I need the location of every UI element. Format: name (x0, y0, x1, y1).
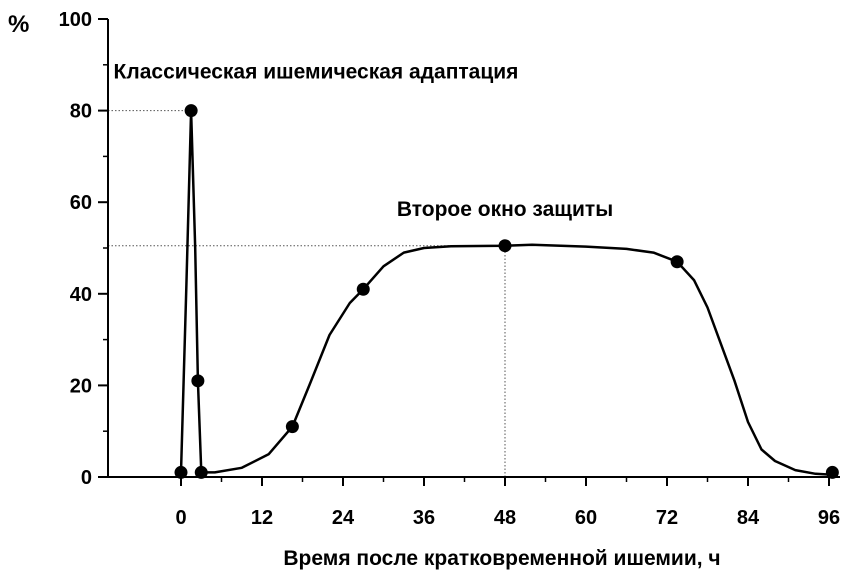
annotation-1: Второе окно защиты (397, 198, 613, 221)
x-tick-label-12: 12 (251, 507, 273, 529)
x-axis-ticks: 0 12 24 36 48 60 72 84 96 (175, 477, 840, 529)
data-point-4 (285, 420, 299, 434)
x-tick-label-24: 24 (332, 507, 355, 529)
y-tick-label-0: 0 (81, 467, 92, 489)
data-point-6 (498, 239, 512, 253)
x-tick-label-36: 36 (413, 507, 435, 529)
y-tick-label-80: 80 (70, 101, 92, 123)
data-point-5 (356, 282, 370, 296)
y-tick-label-20: 20 (70, 375, 92, 397)
data-point-1 (184, 104, 198, 118)
reference-lines (108, 110, 506, 477)
series-line-0 (179, 109, 833, 476)
y-axis-ticks: 0 20 40 60 80 100 (59, 9, 108, 489)
x-tick-label-96: 96 (818, 507, 840, 529)
data-point-0 (174, 465, 188, 479)
x-tick-label-48: 48 (494, 507, 516, 529)
y-tick-label-40: 40 (70, 284, 92, 306)
x-axis-title: Время после кратковременной ишемии, ч (283, 547, 720, 570)
x-tick-label-60: 60 (575, 507, 597, 529)
x-tick-label-84: 84 (737, 507, 760, 529)
y-unit-label: % (8, 11, 29, 38)
x-tick-label-0: 0 (175, 507, 186, 529)
x-tick-label-72: 72 (656, 507, 678, 529)
data-point-7 (670, 255, 684, 269)
y-tick-label-60: 60 (70, 192, 92, 214)
y-tick-label-100: 100 (59, 9, 92, 31)
annotation-0: Классическая ишемическая адаптация (114, 61, 519, 84)
series-group (174, 104, 839, 479)
data-point-2 (191, 374, 205, 388)
data-point-3 (194, 465, 208, 479)
axes (107, 19, 840, 478)
data-point-8 (825, 465, 839, 479)
annotations: Классическая ишемическая адаптация Второе… (114, 61, 614, 221)
